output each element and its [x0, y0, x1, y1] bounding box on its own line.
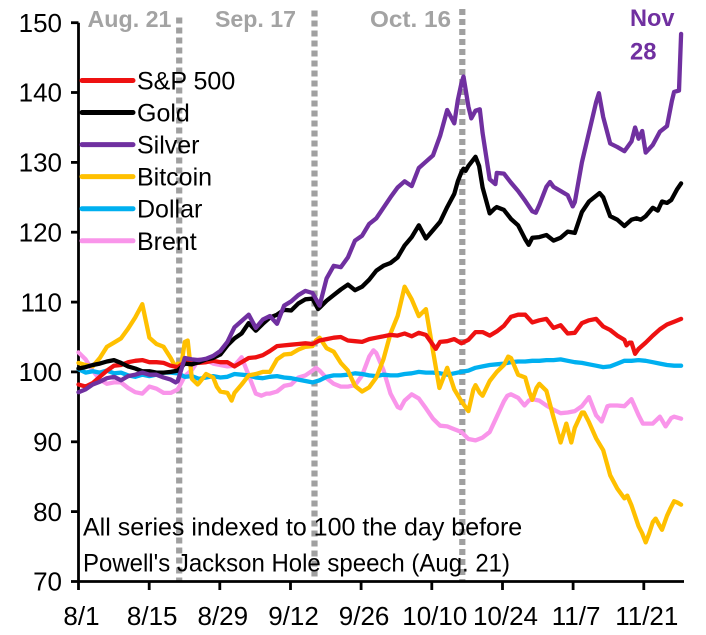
svg-text:11/21: 11/21 — [615, 601, 678, 631]
svg-text:100: 100 — [19, 357, 62, 387]
svg-text:All series indexed to 100 the: All series indexed to 100 the day before — [83, 514, 522, 542]
svg-text:110: 110 — [21, 287, 62, 317]
svg-text:90: 90 — [33, 427, 62, 457]
svg-text:10/10: 10/10 — [402, 601, 467, 631]
svg-text:Powell's Jackson Hole speech (: Powell's Jackson Hole speech (Aug. 21) — [83, 550, 510, 578]
svg-text:Brent: Brent — [137, 228, 197, 256]
svg-text:70: 70 — [33, 567, 62, 597]
svg-text:8/29: 8/29 — [197, 601, 248, 631]
svg-text:Dollar: Dollar — [137, 196, 202, 224]
svg-text:150: 150 — [19, 8, 62, 38]
svg-text:120: 120 — [19, 217, 62, 247]
svg-text:S&P 500: S&P 500 — [137, 68, 235, 96]
svg-text:140: 140 — [19, 78, 62, 108]
svg-text:10/24: 10/24 — [473, 601, 538, 631]
svg-text:Silver: Silver — [137, 132, 200, 160]
svg-text:8/15: 8/15 — [127, 601, 178, 631]
svg-text:Nov: Nov — [630, 5, 675, 32]
svg-text:Bitcoin: Bitcoin — [137, 164, 212, 192]
svg-text:130: 130 — [19, 148, 62, 178]
svg-text:28: 28 — [630, 39, 657, 66]
svg-text:80: 80 — [33, 497, 62, 527]
svg-text:Oct. 16: Oct. 16 — [370, 6, 451, 32]
svg-text:8/1: 8/1 — [63, 601, 99, 631]
svg-text:Sep. 17: Sep. 17 — [215, 6, 296, 32]
svg-text:9/12: 9/12 — [268, 601, 319, 631]
svg-text:9/26: 9/26 — [339, 601, 390, 631]
svg-text:11/7: 11/7 — [552, 601, 601, 631]
svg-text:Aug. 21: Aug. 21 — [88, 6, 172, 32]
svg-text:Gold: Gold — [137, 100, 190, 128]
